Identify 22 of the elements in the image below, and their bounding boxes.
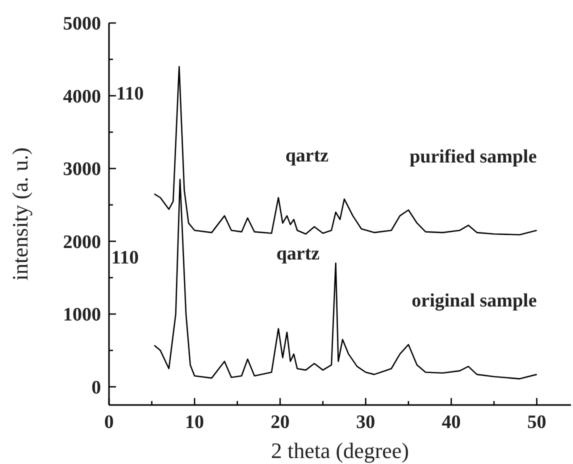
series-label: original sample xyxy=(412,290,537,312)
x-tick-label: 50 xyxy=(527,412,546,433)
y-tick-label: 0 xyxy=(92,377,101,398)
x-tick-label: 40 xyxy=(442,412,461,433)
line-series xyxy=(154,178,538,380)
x-tick-label: 30 xyxy=(356,412,376,433)
annotation: 110 xyxy=(116,84,144,105)
annotation: qartz xyxy=(285,146,330,167)
y-tick-label: 1000 xyxy=(63,304,101,326)
annotation: 110 xyxy=(111,248,139,269)
y-tick-label: 4000 xyxy=(63,86,101,108)
text: purified sample xyxy=(410,146,537,168)
x-tick-label: 0 xyxy=(104,412,114,433)
y-tick-label: 2000 xyxy=(63,232,101,253)
y-tick-label: 5000 xyxy=(63,14,101,35)
x-axis-title: 2 theta (degree) xyxy=(270,438,410,463)
x-tick-label: 20 xyxy=(270,412,290,433)
x-tick-label: 10 xyxy=(185,412,204,433)
line-series xyxy=(154,66,538,236)
y-axis-title: intensity (a. u.) xyxy=(8,147,33,281)
y-tick-label: 3000 xyxy=(63,159,101,180)
annotation: qartz xyxy=(276,244,320,265)
